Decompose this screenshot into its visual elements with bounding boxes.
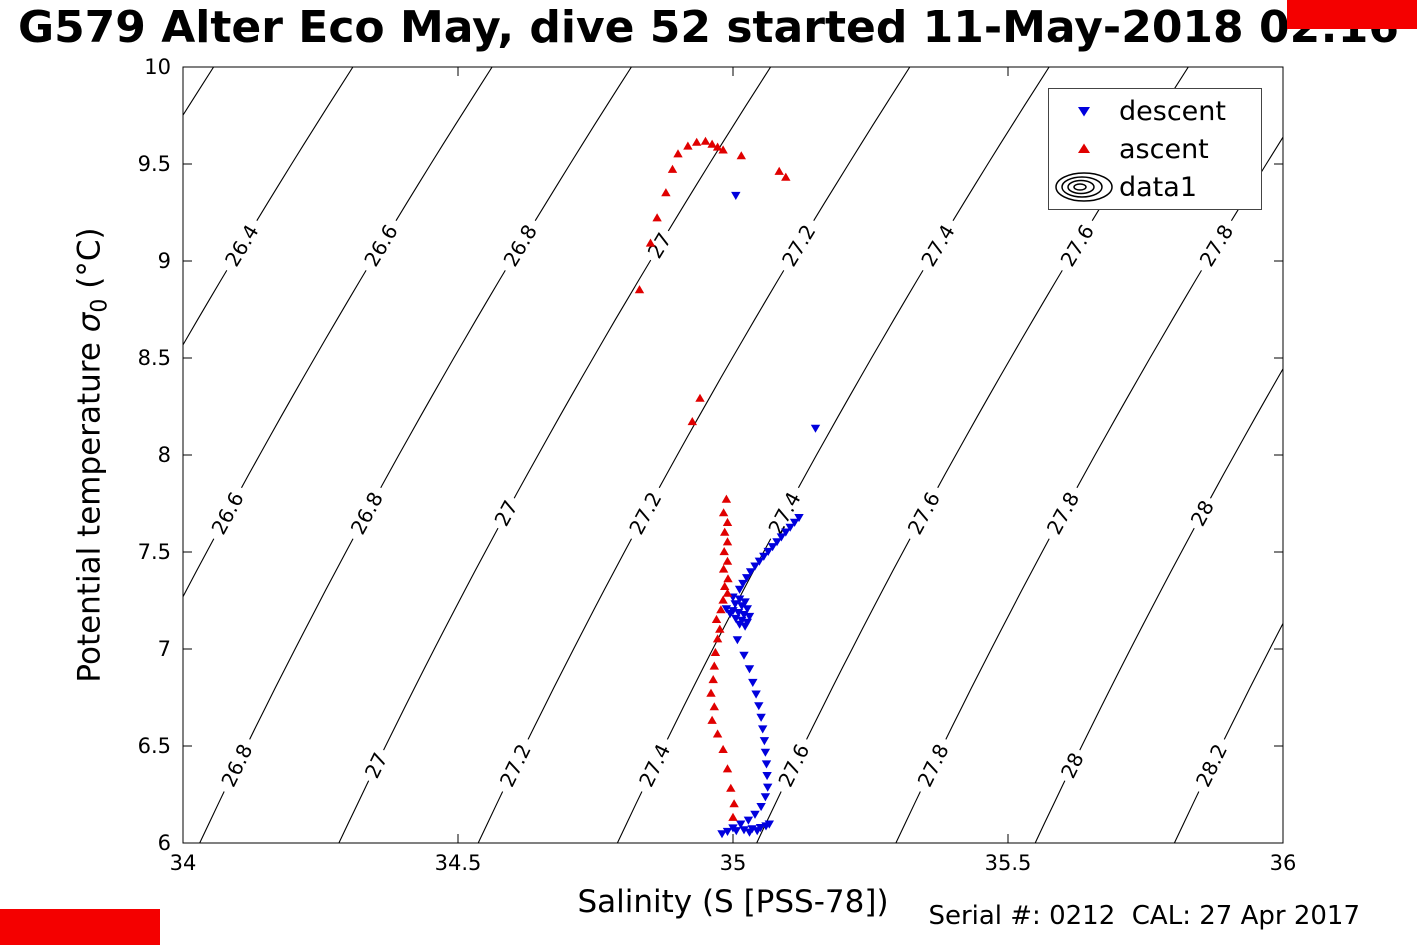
legend-label: descent [1119,95,1226,127]
legend-marker-cell [1049,134,1119,164]
x-tick-label: 35.5 [985,851,1032,875]
svg-text:27.4: 27.4 [634,740,675,791]
legend-item-data1: data1 [1049,168,1261,206]
ts-diagram-plot: 26.4 26.6 26.8 27 27.2 27.4 27.6 27.826.6 26.8 27… [138,55,1297,875]
triangle-up-icon [1078,143,1090,153]
descent-series [717,191,821,839]
y-tick-label: 8 [158,443,171,467]
legend-marker-cell [1049,171,1119,203]
x-tick-label: 36 [1270,851,1297,875]
legend[interactable]: descent ascent data1 [1048,88,1262,210]
y-tick-label: 6 [158,831,171,855]
y-tick-label: 10 [144,55,171,79]
y-tick-label: 9.5 [138,152,171,176]
y-tick-label: 8.5 [138,346,171,370]
y-tick-label: 6.5 [138,734,171,758]
svg-text:27.2: 27.2 [495,740,536,791]
legend-item-ascent: ascent [1049,130,1261,168]
ascent-series [634,136,791,821]
legend-label: data1 [1119,171,1197,203]
contour-labels: 26.4 26.6 26.8 27 27.2 27.4 27.6 27.826.6 26.8 27… [203,214,1242,797]
x-tick-label: 34.5 [435,851,482,875]
sigma-symbol: σ [71,312,108,333]
y-axis-label: Potential temperature σ0 (°C) [71,227,112,682]
svg-text:28.2: 28.2 [1191,740,1232,791]
contour-lines [183,67,1283,843]
legend-label: ascent [1119,133,1209,165]
triangle-down-icon [1078,107,1090,117]
legend-item-descent: descent [1049,92,1261,130]
svg-text:26.8: 26.8 [216,740,257,791]
x-tick-label: 35 [720,851,747,875]
legend-marker-cell [1049,96,1119,126]
y-axis-unit: (°C) [71,227,108,299]
y-tick-label: 7.5 [138,540,171,564]
x-axis-label: Salinity (S [PSS-78]) [577,884,889,920]
x-tick-label: 34 [170,851,197,875]
redaction-block-bottom-left [0,909,160,945]
y-axis-label-text: Potential temperature [71,332,108,683]
contour-icon [1055,172,1113,202]
serial-annotation: Serial #: 0212 CAL: 27 Apr 2017 [928,901,1360,931]
y-tick-label: 9 [158,249,171,273]
plot-title: G579 Alter Eco May, dive 52 started 11-M… [17,2,1400,53]
y-tick-label: 7 [158,637,171,661]
svg-text:27.8: 27.8 [913,740,954,791]
svg-text:27.6: 27.6 [773,740,814,791]
sigma-subscript: 0 [87,298,113,313]
redaction-block-top-right [1287,0,1417,29]
